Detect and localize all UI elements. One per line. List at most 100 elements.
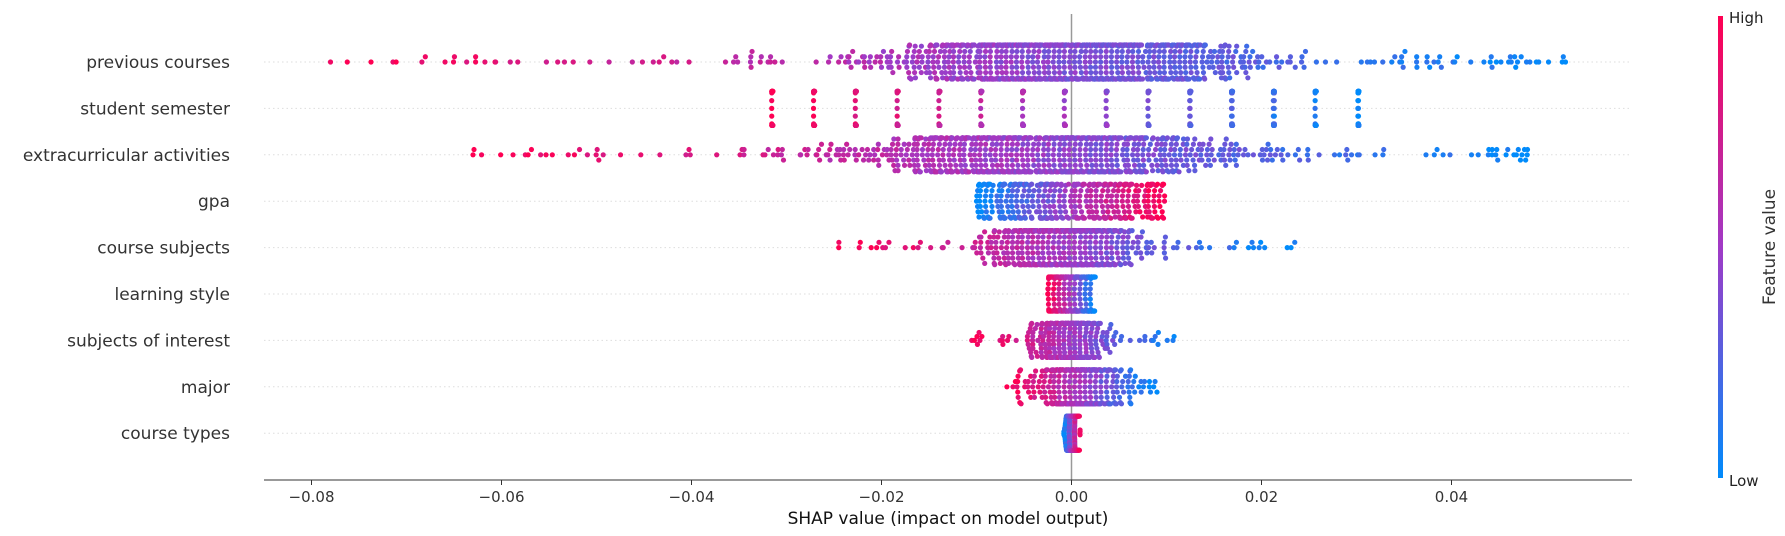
shap-point bbox=[1061, 193, 1067, 199]
shap-point bbox=[1103, 48, 1109, 55]
shap-point bbox=[1067, 141, 1073, 147]
shap-point bbox=[1124, 239, 1131, 245]
shap-point bbox=[1118, 169, 1124, 175]
shap-point bbox=[968, 69, 974, 76]
shap-point bbox=[1045, 245, 1051, 251]
shap-point bbox=[1057, 255, 1063, 261]
shap-point bbox=[1241, 54, 1247, 60]
shap-point bbox=[1199, 157, 1205, 163]
shap-point bbox=[971, 152, 978, 158]
shap-point bbox=[1009, 193, 1015, 199]
shap-point bbox=[1146, 122, 1152, 128]
shap-point bbox=[1240, 152, 1247, 158]
shap-point bbox=[1010, 255, 1016, 261]
shap-point bbox=[1400, 64, 1406, 70]
shap-point bbox=[1045, 239, 1051, 245]
shap-point bbox=[1399, 59, 1405, 65]
shap-point bbox=[866, 59, 872, 65]
shap-point bbox=[914, 146, 920, 153]
shap-point bbox=[1250, 245, 1257, 251]
shap-point bbox=[1271, 98, 1277, 104]
shap-point bbox=[1098, 69, 1104, 76]
shap-point bbox=[1035, 54, 1041, 60]
shap-point bbox=[998, 193, 1004, 199]
shap-point bbox=[1167, 54, 1173, 60]
shap-point bbox=[1229, 88, 1236, 94]
shap-point bbox=[472, 59, 479, 65]
shap-point bbox=[1098, 54, 1104, 60]
shap-point bbox=[596, 157, 602, 163]
shap-point bbox=[998, 64, 1004, 70]
shap-point bbox=[923, 136, 929, 142]
shap-point bbox=[994, 64, 1000, 70]
shap-point bbox=[1141, 141, 1147, 147]
shap-point bbox=[1161, 198, 1168, 204]
shap-point bbox=[1133, 182, 1140, 188]
shap-point bbox=[1034, 353, 1040, 359]
shap-point bbox=[1088, 281, 1094, 287]
shap-point bbox=[919, 54, 925, 60]
shap-point bbox=[571, 152, 578, 158]
shap-point bbox=[1002, 181, 1008, 187]
shap-point bbox=[1183, 146, 1189, 153]
shap-point bbox=[993, 59, 1000, 65]
shap-point bbox=[1438, 64, 1444, 70]
shap-point bbox=[1119, 152, 1126, 158]
shap-point bbox=[977, 146, 983, 153]
shap-point bbox=[853, 122, 859, 128]
shap-point bbox=[988, 157, 995, 163]
shap-point bbox=[1061, 203, 1067, 210]
shap-point bbox=[1103, 59, 1109, 65]
shap-point bbox=[778, 152, 785, 158]
shap-point bbox=[1146, 157, 1152, 163]
shap-point bbox=[1125, 203, 1132, 210]
shap-point bbox=[1148, 239, 1154, 245]
shap-point bbox=[1133, 250, 1139, 256]
shap-point bbox=[1224, 59, 1230, 65]
shap-point bbox=[1078, 69, 1084, 76]
shap-point bbox=[1125, 162, 1131, 168]
shap-point bbox=[825, 152, 831, 158]
shap-point bbox=[1009, 69, 1015, 76]
shap-point bbox=[1056, 389, 1062, 395]
shap-point bbox=[1161, 239, 1167, 245]
shap-point bbox=[1144, 250, 1150, 256]
shap-point bbox=[1082, 389, 1088, 395]
shap-point bbox=[1380, 59, 1386, 65]
shap-point bbox=[1061, 48, 1067, 55]
shap-point bbox=[912, 69, 918, 76]
shap-point bbox=[894, 59, 901, 65]
shap-point bbox=[1151, 245, 1157, 251]
shap-point bbox=[915, 54, 922, 60]
shap-point bbox=[919, 146, 926, 153]
shap-point bbox=[1114, 378, 1120, 385]
shap-point bbox=[661, 54, 667, 60]
shap-point bbox=[992, 262, 998, 268]
shap-point bbox=[1172, 146, 1178, 153]
shap-point bbox=[951, 157, 957, 163]
shap-point bbox=[988, 146, 994, 153]
shap-point bbox=[1071, 291, 1077, 297]
shap-point bbox=[1206, 64, 1212, 70]
shap-point bbox=[1083, 255, 1089, 261]
shap-point bbox=[1098, 384, 1104, 390]
shap-point bbox=[1381, 146, 1387, 153]
shap-point bbox=[1066, 152, 1072, 158]
shap-point bbox=[1099, 234, 1105, 240]
shap-point bbox=[1527, 59, 1533, 65]
shap-point bbox=[1135, 193, 1141, 199]
shap-point bbox=[1071, 152, 1077, 158]
shap-point bbox=[1029, 354, 1035, 360]
shap-point bbox=[1097, 320, 1103, 326]
shap-point bbox=[1431, 152, 1437, 158]
shap-point bbox=[1207, 162, 1213, 168]
shap-point bbox=[1028, 169, 1034, 175]
shap-point bbox=[1057, 162, 1063, 168]
shap-point bbox=[1099, 255, 1105, 261]
shap-point bbox=[1131, 378, 1137, 385]
shap-point bbox=[1343, 152, 1349, 158]
shap-point bbox=[845, 152, 851, 158]
shap-point bbox=[1103, 250, 1110, 256]
shap-point bbox=[930, 54, 936, 60]
